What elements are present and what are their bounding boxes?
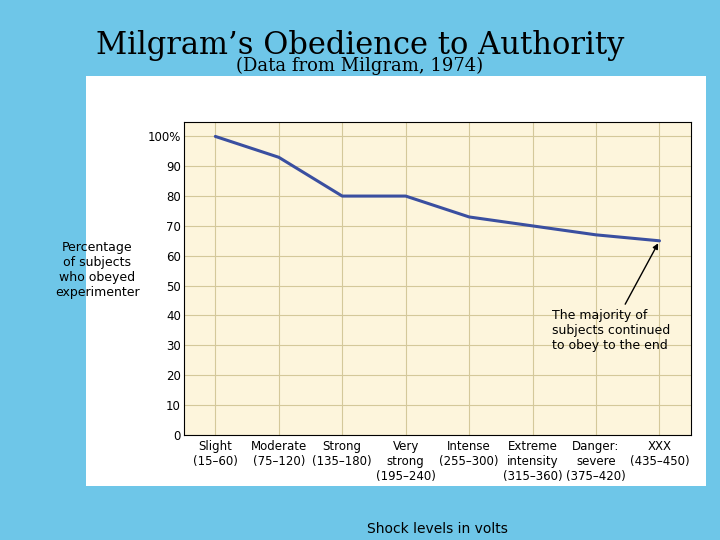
Text: (Data from Milgram, 1974): (Data from Milgram, 1974) xyxy=(236,57,484,75)
Text: The majority of
subjects continued
to obey to the end: The majority of subjects continued to ob… xyxy=(552,245,670,353)
Text: Percentage
of subjects
who obeyed
experimenter: Percentage of subjects who obeyed experi… xyxy=(55,241,140,299)
Text: Milgram’s Obedience to Authority: Milgram’s Obedience to Authority xyxy=(96,30,624,60)
X-axis label: Shock levels in volts: Shock levels in volts xyxy=(367,522,508,536)
